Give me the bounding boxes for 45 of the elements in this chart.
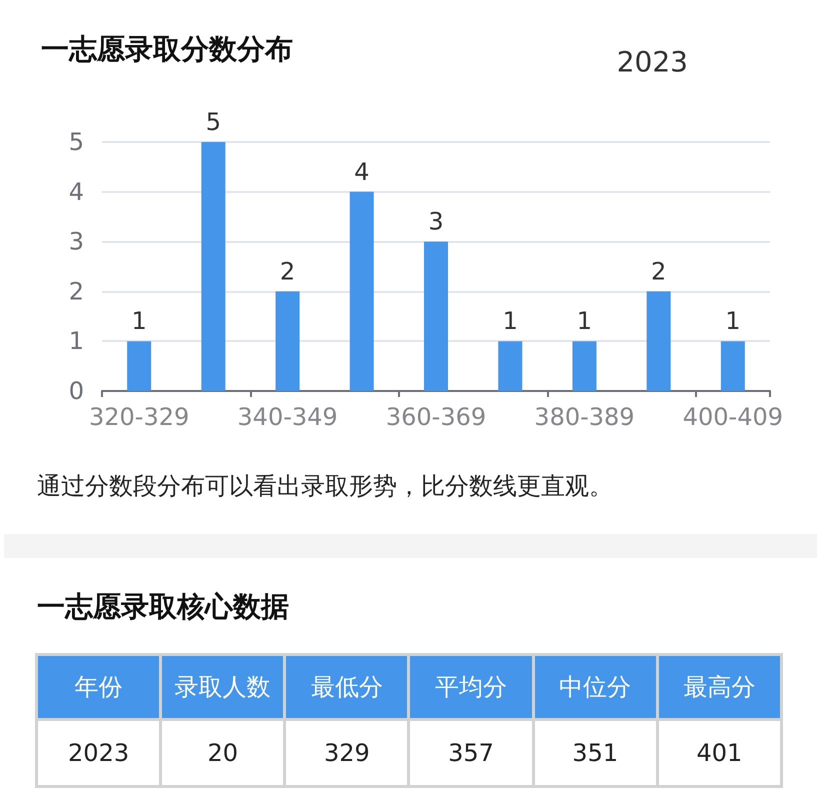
- category-label: 最高分: [657, 654, 782, 720]
- bar: [646, 291, 671, 391]
- data-label: 1: [576, 307, 592, 336]
- category-label: 年份: [36, 654, 161, 720]
- bar: [201, 142, 226, 391]
- x-tick-label: 340-349: [237, 403, 338, 431]
- category-label: 最低分: [284, 654, 409, 720]
- bar: [276, 291, 300, 391]
- data-label: 1: [502, 307, 518, 336]
- y-tick-label: 1: [68, 327, 84, 356]
- data-label: 2023: [36, 720, 161, 786]
- chart-title: 一志愿录取分数分布: [41, 32, 293, 66]
- data-label: 20: [160, 720, 285, 786]
- category-label: 平均分: [408, 654, 534, 720]
- category-label: 中位分: [533, 654, 658, 720]
- bar: [424, 242, 448, 391]
- bar: [350, 192, 374, 391]
- data-label: 357: [408, 720, 534, 786]
- data-label: 329: [284, 720, 409, 786]
- text: 一志愿录取核心数据: [36, 589, 290, 625]
- data-label: 1: [131, 307, 147, 336]
- y-tick-label: 3: [68, 228, 84, 256]
- y-tick-label: 0: [68, 377, 84, 405]
- data-label: 5: [206, 108, 221, 136]
- y-tick-label: 2: [68, 277, 84, 306]
- data-label: 2: [280, 257, 296, 286]
- chart-subtitle: 2023: [616, 46, 688, 78]
- x-tick-label: 320-329: [88, 403, 190, 431]
- data-label: 4: [354, 158, 370, 186]
- data-label: 3: [428, 208, 444, 236]
- bar: [572, 341, 596, 391]
- data-label: 351: [533, 720, 658, 786]
- data-label: 2: [651, 257, 666, 286]
- x-tick-label: 380-389: [534, 403, 635, 431]
- bar: [720, 341, 745, 391]
- bar: [498, 341, 522, 391]
- data-label: 1: [725, 307, 741, 336]
- bar: [127, 341, 152, 391]
- category-label: 录取人数: [160, 654, 285, 720]
- data-label: 401: [657, 720, 782, 786]
- text: 通过分数段分布可以看出录取形势，比分数线更直观。: [37, 472, 613, 500]
- y-tick-label: 4: [68, 178, 84, 206]
- y-tick-label: 5: [68, 128, 84, 156]
- x-tick-label: 400-409: [682, 403, 784, 431]
- x-tick-label: 360-369: [386, 403, 486, 431]
